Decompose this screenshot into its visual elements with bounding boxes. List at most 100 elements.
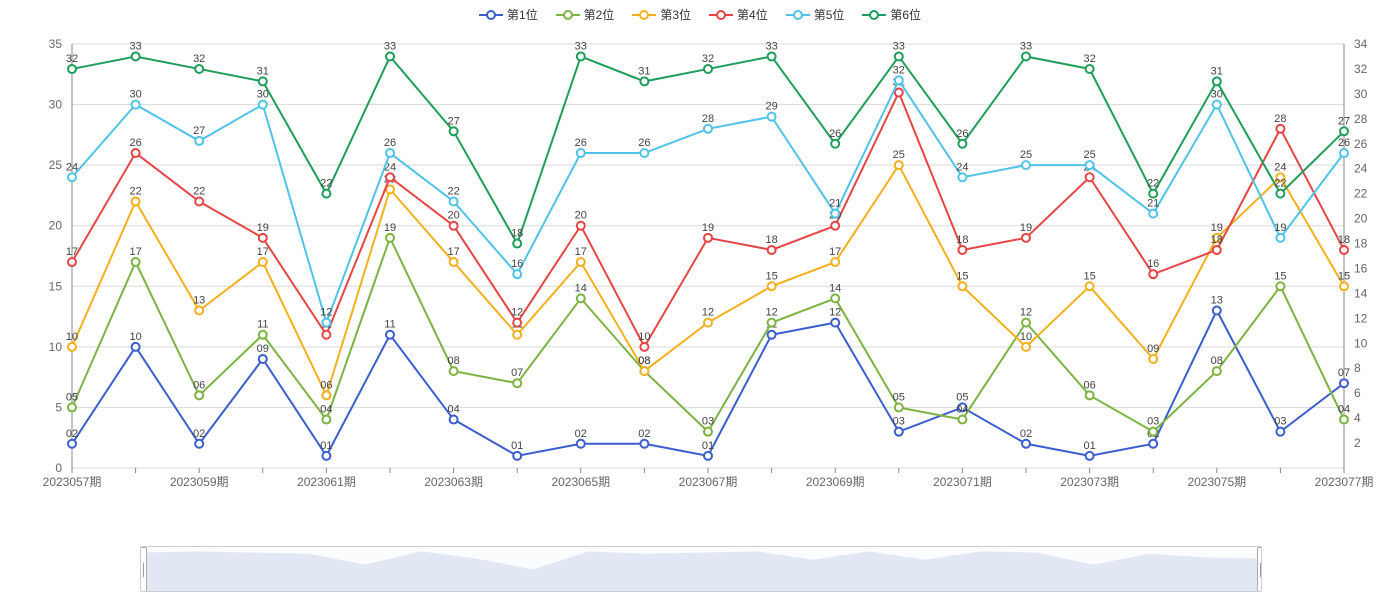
series-marker[interactable] (259, 258, 267, 266)
series-marker[interactable] (195, 307, 203, 315)
series-marker[interactable] (322, 331, 330, 339)
series-marker[interactable] (195, 391, 203, 399)
series-marker[interactable] (132, 343, 140, 351)
legend-item-6[interactable]: 第6位 (862, 6, 921, 23)
series-marker[interactable] (259, 234, 267, 242)
series-marker[interactable] (259, 77, 267, 85)
series-marker[interactable] (768, 331, 776, 339)
series-marker[interactable] (895, 52, 903, 60)
legend-item-5[interactable]: 第5位 (786, 6, 845, 23)
series-marker[interactable] (640, 149, 648, 157)
series-marker[interactable] (195, 65, 203, 73)
series-marker[interactable] (1086, 391, 1094, 399)
series-marker[interactable] (1149, 190, 1157, 198)
series-marker[interactable] (1276, 282, 1284, 290)
series-marker[interactable] (322, 319, 330, 327)
series-marker[interactable] (768, 282, 776, 290)
series-marker[interactable] (132, 101, 140, 109)
legend-item-2[interactable]: 第2位 (556, 6, 615, 23)
series-marker[interactable] (513, 270, 521, 278)
series-marker[interactable] (1340, 282, 1348, 290)
legend-item-3[interactable]: 第3位 (632, 6, 691, 23)
series-marker[interactable] (132, 258, 140, 266)
series-marker[interactable] (1276, 234, 1284, 242)
series-marker[interactable] (704, 452, 712, 460)
series-marker[interactable] (958, 282, 966, 290)
series-marker[interactable] (895, 88, 903, 96)
series-marker[interactable] (450, 127, 458, 135)
series-marker[interactable] (1340, 149, 1348, 157)
series-marker[interactable] (1086, 452, 1094, 460)
series-marker[interactable] (1213, 77, 1221, 85)
series-marker[interactable] (831, 319, 839, 327)
series-marker[interactable] (386, 173, 394, 181)
series-marker[interactable] (386, 331, 394, 339)
series-marker[interactable] (768, 319, 776, 327)
series-marker[interactable] (895, 403, 903, 411)
series-marker[interactable] (958, 416, 966, 424)
series-marker[interactable] (1149, 428, 1157, 436)
zoom-handle-right[interactable] (1257, 547, 1262, 592)
series-marker[interactable] (577, 440, 585, 448)
series-marker[interactable] (831, 258, 839, 266)
series-marker[interactable] (513, 452, 521, 460)
series-marker[interactable] (132, 52, 140, 60)
series-marker[interactable] (1086, 161, 1094, 169)
series-marker[interactable] (513, 240, 521, 248)
series-marker[interactable] (1340, 246, 1348, 254)
series-marker[interactable] (704, 125, 712, 133)
series-marker[interactable] (1086, 173, 1094, 181)
series-marker[interactable] (68, 343, 76, 351)
series-marker[interactable] (768, 113, 776, 121)
series-marker[interactable] (322, 452, 330, 460)
series-marker[interactable] (68, 440, 76, 448)
series-marker[interactable] (958, 173, 966, 181)
series-marker[interactable] (450, 197, 458, 205)
series-marker[interactable] (1022, 440, 1030, 448)
series-marker[interactable] (1340, 416, 1348, 424)
series-marker[interactable] (259, 101, 267, 109)
series-marker[interactable] (640, 77, 648, 85)
legend-item-1[interactable]: 第1位 (479, 6, 538, 23)
series-marker[interactable] (1213, 307, 1221, 315)
series-marker[interactable] (831, 140, 839, 148)
series-marker[interactable] (68, 403, 76, 411)
series-marker[interactable] (1340, 379, 1348, 387)
series-marker[interactable] (450, 222, 458, 230)
series-marker[interactable] (1149, 355, 1157, 363)
series-marker[interactable] (704, 319, 712, 327)
series-marker[interactable] (513, 331, 521, 339)
series-marker[interactable] (1213, 101, 1221, 109)
series-marker[interactable] (513, 319, 521, 327)
series-marker[interactable] (1086, 65, 1094, 73)
series-marker[interactable] (577, 294, 585, 302)
series-marker[interactable] (450, 367, 458, 375)
data-zoom-slider[interactable] (140, 546, 1262, 592)
series-marker[interactable] (831, 210, 839, 218)
series-marker[interactable] (1149, 210, 1157, 218)
series-marker[interactable] (704, 428, 712, 436)
series-marker[interactable] (1149, 270, 1157, 278)
series-marker[interactable] (577, 149, 585, 157)
series-marker[interactable] (322, 190, 330, 198)
series-marker[interactable] (513, 379, 521, 387)
series-marker[interactable] (259, 355, 267, 363)
series-marker[interactable] (132, 197, 140, 205)
zoom-handle-left[interactable] (140, 547, 147, 592)
series-marker[interactable] (768, 246, 776, 254)
series-marker[interactable] (386, 149, 394, 157)
series-marker[interactable] (704, 65, 712, 73)
series-marker[interactable] (1340, 127, 1348, 135)
series-marker[interactable] (1022, 161, 1030, 169)
series-marker[interactable] (958, 246, 966, 254)
series-marker[interactable] (450, 258, 458, 266)
series-marker[interactable] (640, 440, 648, 448)
legend-item-4[interactable]: 第4位 (709, 6, 768, 23)
series-marker[interactable] (895, 428, 903, 436)
series-marker[interactable] (1276, 125, 1284, 133)
series-marker[interactable] (831, 294, 839, 302)
series-marker[interactable] (132, 149, 140, 157)
series-marker[interactable] (768, 52, 776, 60)
series-marker[interactable] (895, 76, 903, 84)
series-marker[interactable] (68, 173, 76, 181)
